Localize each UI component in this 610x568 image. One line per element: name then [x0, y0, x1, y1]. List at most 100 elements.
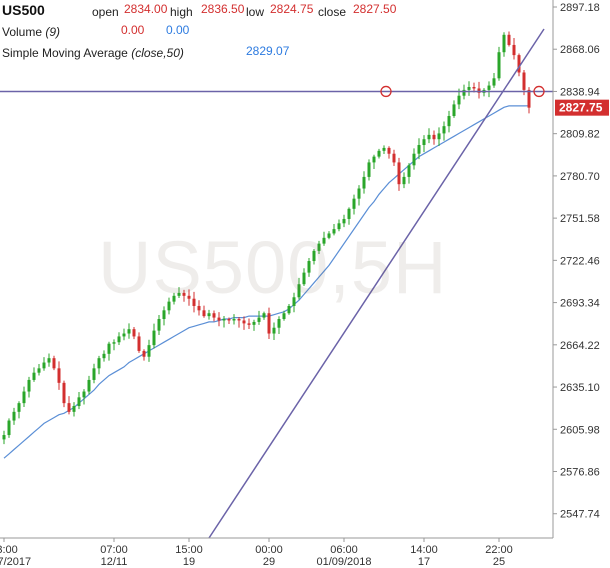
price-tick-label: 2722.46 [560, 255, 600, 267]
last-price-tag-bg [555, 99, 609, 116]
candle-body [492, 78, 496, 86]
volume-value-2: 0.00 [166, 23, 190, 37]
trend-line [208, 28, 545, 539]
price-tick-label: 2693.34 [560, 298, 600, 310]
candle-body [397, 162, 401, 185]
last-price-tag: 2827.75 [555, 99, 609, 116]
date-tick-label: 11/27/2017 [0, 556, 31, 568]
price-tick-label: 2897.18 [560, 2, 600, 14]
sma-label[interactable]: Simple Moving Average [2, 46, 128, 60]
price-tick-label: 2809.82 [560, 129, 600, 141]
candle-body [402, 176, 406, 185]
candle-body [22, 391, 26, 404]
time-tick-label: 06:00 [330, 544, 358, 556]
horizontal-line-handle [380, 85, 392, 98]
candle-body [97, 358, 101, 369]
price-tick-label: 2838.94 [560, 86, 600, 98]
candle-body [437, 133, 441, 140]
candle-body [207, 313, 211, 317]
candle-body [117, 336, 121, 343]
candle-body [137, 336, 141, 351]
candle-body [427, 134, 431, 140]
sma-value: 2829.07 [246, 44, 290, 58]
candle-body [2, 435, 6, 440]
candle-body [222, 319, 226, 321]
candle-body [447, 116, 451, 127]
sma-series [3, 105, 530, 459]
candle-body [17, 403, 21, 412]
candle-body [432, 134, 436, 140]
candle-body [292, 297, 296, 306]
candle-body [32, 372, 36, 380]
drawing-lines[interactable] [0, 28, 553, 539]
sma-param: (close,50) [131, 46, 184, 60]
time-tick-label: 07:00 [100, 544, 128, 556]
price-tick-label: 2751.58 [560, 213, 600, 225]
candle-body [227, 319, 231, 321]
candlestick-series [2, 31, 531, 445]
candle-body [7, 420, 11, 436]
candle-body [452, 104, 456, 117]
candle-body [372, 156, 376, 163]
candle-body [212, 313, 216, 318]
date-tick-label: 25 [493, 556, 505, 568]
candle-body [67, 403, 71, 412]
candle-body [177, 292, 181, 296]
candle-body [237, 319, 241, 321]
candle-body [152, 330, 156, 346]
legend-symbol[interactable]: US500 [2, 2, 45, 18]
candle-body [42, 362, 46, 369]
candle-body [362, 176, 366, 189]
candle-body [12, 411, 16, 421]
candle-body [527, 89, 531, 108]
candle-body [487, 85, 491, 90]
high-value: 2836.50 [201, 2, 245, 16]
candle-body [302, 272, 306, 285]
candle-body [512, 44, 516, 56]
candle-body [282, 313, 286, 320]
candle-body [307, 261, 311, 273]
date-tick-label: 01/09/2018 [316, 556, 371, 568]
candle-body [462, 89, 466, 96]
candle-body [497, 52, 501, 79]
candle-body [417, 145, 421, 154]
candle-body [77, 397, 81, 407]
candle-body [272, 327, 276, 334]
candle-body [172, 295, 176, 302]
candle-body [142, 350, 146, 357]
candle-body [232, 319, 236, 321]
candle-body [267, 313, 271, 334]
open-label: open [92, 5, 119, 19]
volume-param: (9) [45, 25, 61, 39]
candle-body [57, 368, 61, 383]
time-tick-label: 14:00 [410, 544, 438, 556]
date-tick-label: 17 [418, 556, 430, 568]
candle-body [472, 87, 476, 89]
candle-body [477, 88, 481, 93]
candle-body [157, 319, 161, 331]
candle-body [262, 313, 266, 318]
candle-body [37, 368, 41, 373]
candle-body [52, 358, 56, 369]
price-axis[interactable]: 2897.18 2868.06 2838.94 2809.82 2780.70 2751.… [552, 0, 609, 538]
candle-body [507, 34, 511, 45]
candle-body [182, 292, 186, 296]
time-tick-label: 15:00 [175, 544, 203, 556]
price-tick-label: 2576.86 [560, 466, 600, 478]
candle-body [392, 153, 396, 163]
candle-body [347, 208, 351, 219]
volume-label[interactable]: Volume [2, 25, 43, 39]
low-label: low [246, 5, 265, 19]
open-value: 2834.00 [124, 2, 168, 16]
price-tick-label: 2635.10 [560, 382, 600, 394]
candle-body [317, 243, 321, 251]
candle-body [297, 284, 301, 298]
candle-body [192, 298, 196, 306]
candle-body [72, 406, 76, 412]
price-tick-label: 2868.06 [560, 44, 600, 56]
close-label: close [318, 5, 347, 19]
candle-body [517, 55, 521, 73]
candle-body [442, 126, 446, 134]
